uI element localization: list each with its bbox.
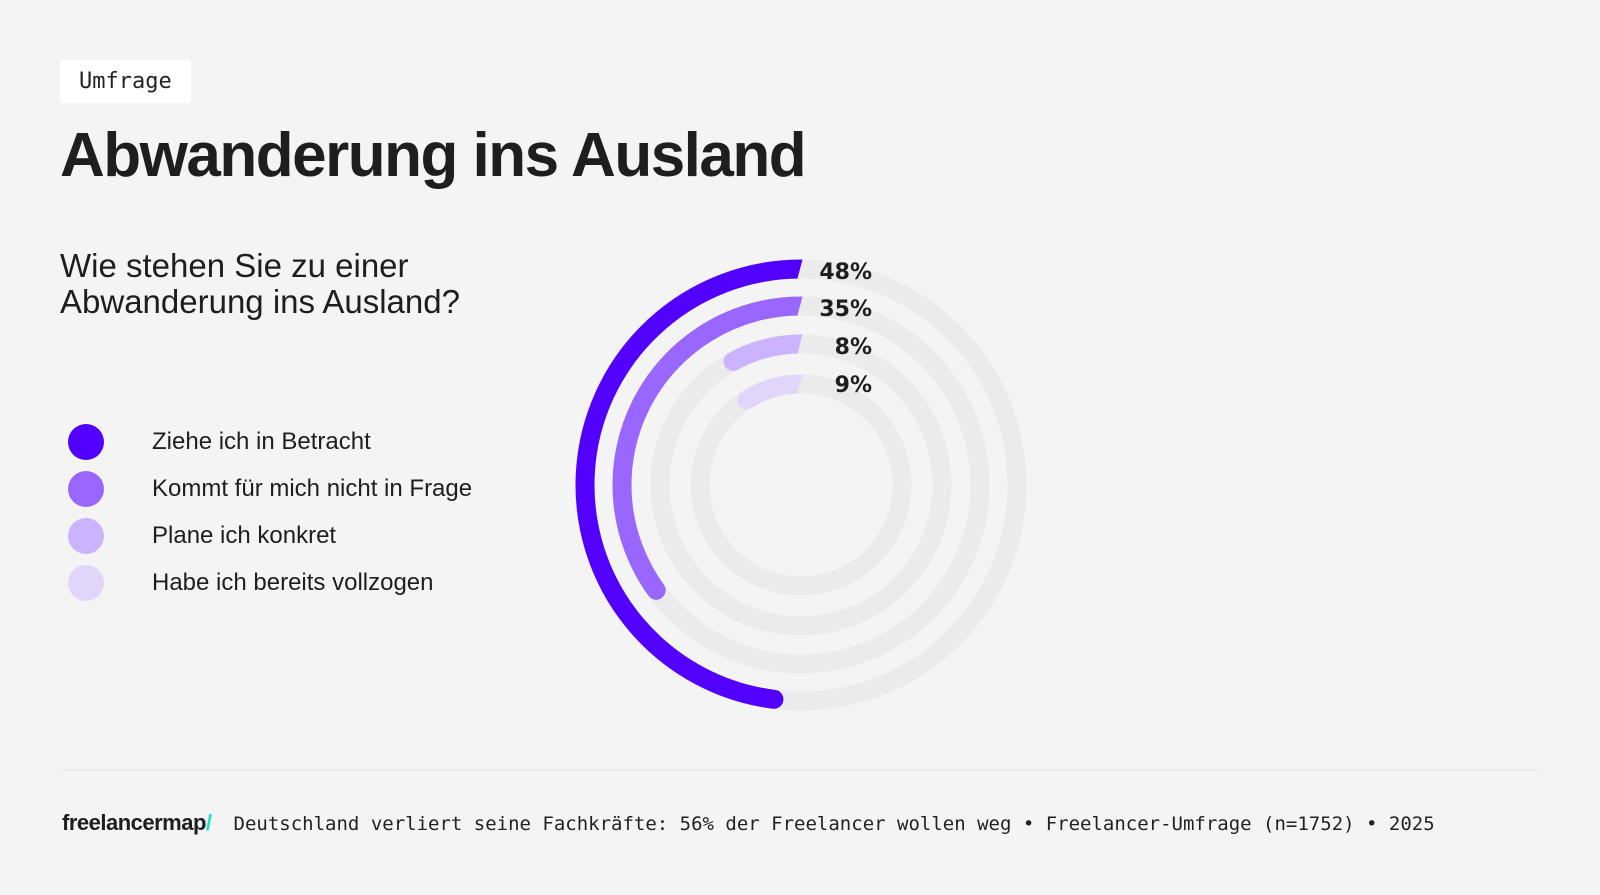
radial-bar bbox=[612, 296, 811, 600]
legend-item: Ziehe ich in Betracht bbox=[68, 418, 472, 465]
bar-start-cap bbox=[797, 374, 814, 394]
bar-start-cap bbox=[797, 259, 814, 279]
ring-track bbox=[690, 374, 912, 596]
bar-start-cap bbox=[797, 296, 814, 316]
bar-start-cap bbox=[797, 334, 814, 354]
source-note: Deutschland verliert seine Fachkräfte: 5… bbox=[233, 813, 1435, 835]
survey-question: Wie stehen Sie zu einer Abwanderung ins … bbox=[60, 247, 460, 320]
legend-item: Habe ich bereits vollzogen bbox=[68, 559, 472, 606]
data-label: 35% bbox=[819, 297, 872, 322]
radial-bar bbox=[737, 374, 811, 410]
data-label: 8% bbox=[835, 335, 872, 360]
category-tag: Umfrage bbox=[60, 60, 191, 103]
legend-label: Habe ich bereits vollzogen bbox=[152, 568, 434, 596]
legend-swatch bbox=[68, 517, 104, 554]
legend-label: Ziehe ich in Betracht bbox=[152, 427, 371, 455]
logo-text: freelancermap bbox=[62, 810, 206, 835]
legend-swatch bbox=[68, 470, 104, 507]
page-title: Abwanderung ins Ausland bbox=[60, 121, 807, 190]
footer: freelancermap/ Deutschland verliert sein… bbox=[62, 810, 1435, 836]
legend-label: Kommt für mich nicht in Frage bbox=[152, 474, 473, 502]
divider bbox=[60, 769, 1540, 771]
legend-item: Plane ich konkret bbox=[68, 512, 472, 559]
legend-swatch bbox=[68, 564, 104, 601]
freelancermap-logo: freelancermap/ bbox=[62, 810, 212, 836]
radial-bar bbox=[723, 334, 811, 371]
radial-bar bbox=[575, 259, 811, 709]
data-label: 48% bbox=[819, 260, 872, 285]
legend-swatch bbox=[68, 423, 104, 460]
logo-slash: / bbox=[205, 810, 212, 835]
legend-item: Kommt für mich nicht in Frage bbox=[68, 465, 472, 512]
chart-legend: Ziehe ich in Betracht Kommt für mich nic… bbox=[68, 418, 472, 606]
data-label: 9% bbox=[835, 373, 872, 398]
legend-label: Plane ich konkret bbox=[152, 521, 337, 549]
